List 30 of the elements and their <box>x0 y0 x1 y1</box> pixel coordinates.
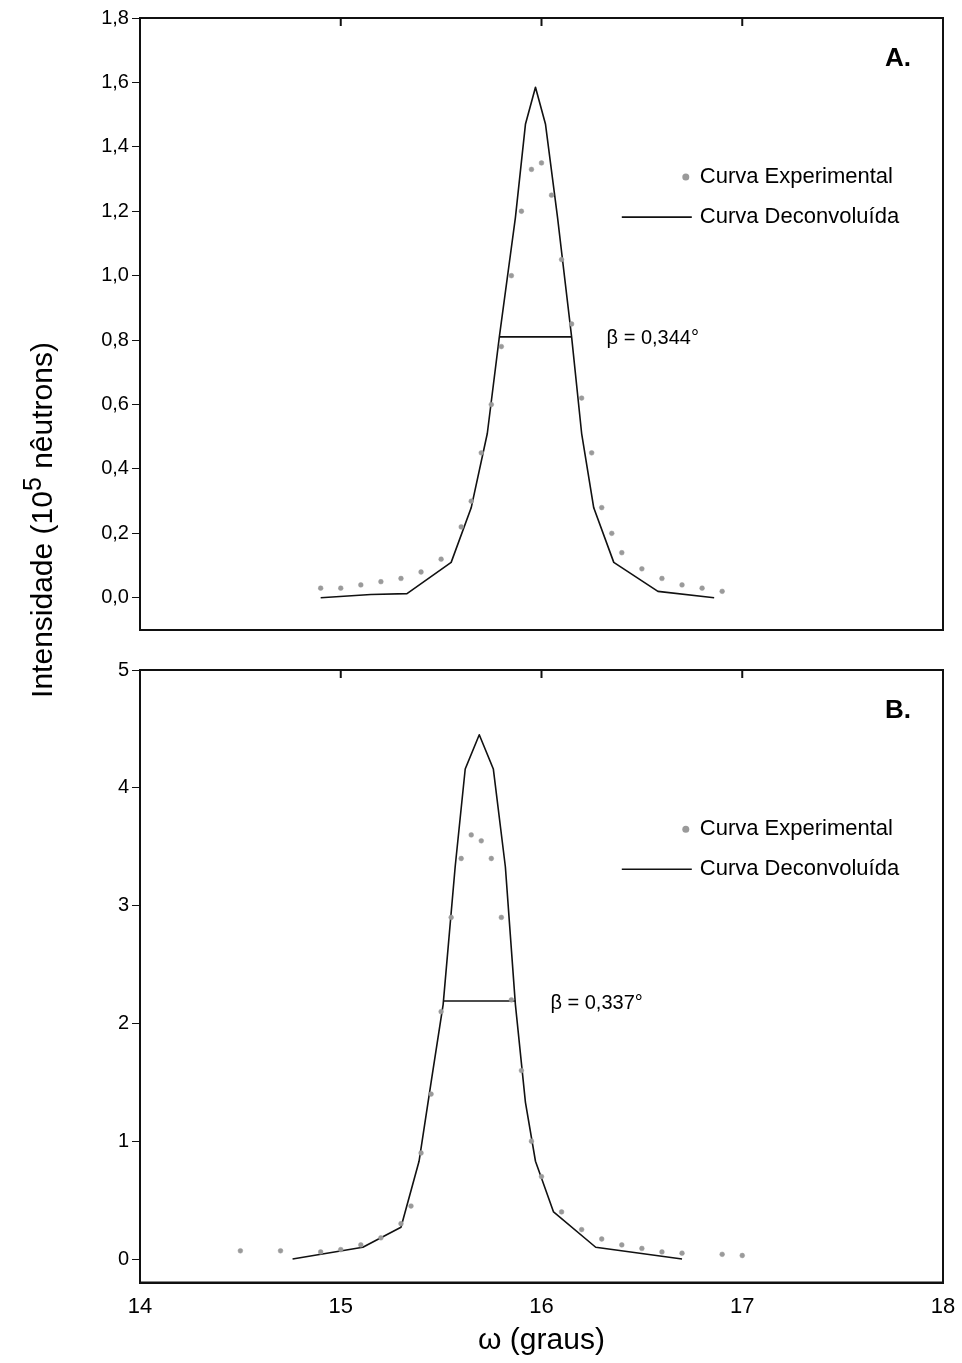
y-tick-label: 1,6 <box>101 69 129 92</box>
y-tick-label: 1,4 <box>101 134 129 157</box>
y-tick-label: 3 <box>117 893 129 916</box>
annotation: B. <box>885 694 911 725</box>
y-tick-label: 5 <box>117 657 129 680</box>
y-tick-label: 2 <box>117 1010 129 1033</box>
y-tick-label: 1,0 <box>101 263 129 286</box>
legend-label: Curva Experimental <box>699 815 893 841</box>
y-tick-label: 0,8 <box>101 327 129 350</box>
y-tick-label: 0,6 <box>101 392 129 415</box>
annotation: A. <box>885 42 911 73</box>
legend-label: Curva Deconvoluída <box>699 203 900 229</box>
y-tick-label: 1,8 <box>101 5 129 28</box>
y-tick-label: 4 <box>117 775 129 798</box>
x-tick-label: 14 <box>127 1292 153 1318</box>
annotation: β = 0,337° <box>550 990 643 1013</box>
annotation: β = 0,344° <box>606 326 699 349</box>
x-tick-label: 15 <box>328 1292 353 1318</box>
x-axis-title: ω (graus) <box>478 1322 605 1356</box>
x-tick-label: 16 <box>529 1292 554 1318</box>
x-tick-label: 17 <box>730 1292 755 1318</box>
y-tick-label: 0,0 <box>101 585 129 608</box>
x-tick-label: 18 <box>930 1292 956 1318</box>
y-tick-label: 1 <box>117 1128 129 1151</box>
legend-label: Curva Deconvoluída <box>699 855 900 881</box>
y-tick-label: 0,2 <box>101 520 129 543</box>
y-tick-label: 0 <box>117 1246 129 1269</box>
y-tick-label: 1,2 <box>101 198 129 221</box>
legend-label: Curva Experimental <box>699 163 893 189</box>
y-tick-label: 0,4 <box>101 456 129 479</box>
